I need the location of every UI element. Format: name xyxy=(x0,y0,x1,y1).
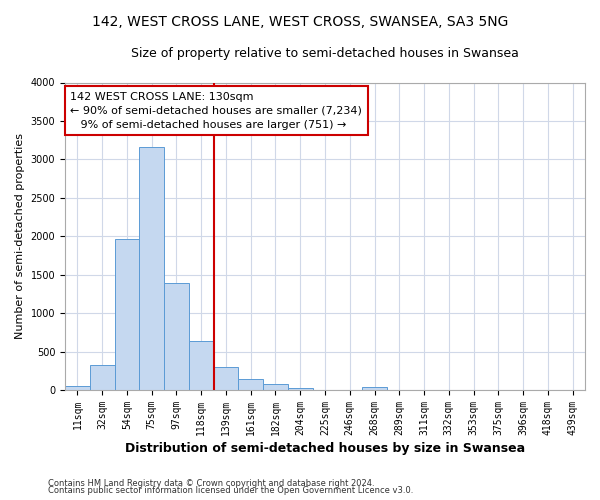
Bar xyxy=(164,283,189,390)
Text: 142 WEST CROSS LANE: 130sqm
← 90% of semi-detached houses are smaller (7,234)
  : 142 WEST CROSS LANE: 130sqm ← 90% of sem… xyxy=(70,92,362,130)
Bar xyxy=(288,388,313,390)
Bar xyxy=(139,147,164,390)
Bar xyxy=(238,379,263,390)
X-axis label: Distribution of semi-detached houses by size in Swansea: Distribution of semi-detached houses by … xyxy=(125,442,525,455)
Bar xyxy=(115,238,139,390)
Bar xyxy=(263,384,288,390)
Bar xyxy=(189,341,214,390)
Bar xyxy=(362,387,387,390)
Y-axis label: Number of semi-detached properties: Number of semi-detached properties xyxy=(15,134,25,340)
Title: Size of property relative to semi-detached houses in Swansea: Size of property relative to semi-detach… xyxy=(131,48,519,60)
Bar xyxy=(90,366,115,390)
Bar xyxy=(214,368,238,390)
Text: Contains public sector information licensed under the Open Government Licence v3: Contains public sector information licen… xyxy=(48,486,413,495)
Bar xyxy=(65,386,90,390)
Text: 142, WEST CROSS LANE, WEST CROSS, SWANSEA, SA3 5NG: 142, WEST CROSS LANE, WEST CROSS, SWANSE… xyxy=(92,15,508,29)
Text: Contains HM Land Registry data © Crown copyright and database right 2024.: Contains HM Land Registry data © Crown c… xyxy=(48,478,374,488)
